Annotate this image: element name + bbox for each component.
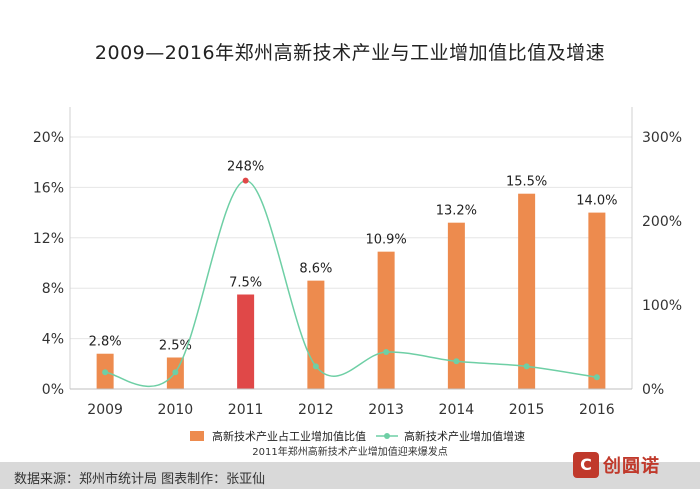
bar <box>307 280 325 389</box>
line-point <box>102 369 109 376</box>
x-tick-label: 2014 <box>439 402 475 418</box>
line-series: 248% <box>102 160 600 388</box>
y-right-tick-label: 0% <box>642 382 664 398</box>
gridlines <box>70 136 632 340</box>
bar-value-label: 7.5% <box>229 276 262 291</box>
bar <box>518 193 536 389</box>
footer-bar: 数据来源：郑州市统计局 图表制作：张亚仙 C 创圆诺 <box>0 452 700 489</box>
y-left-tick-label: 12% <box>33 231 64 247</box>
y-right-tick-label: 200% <box>642 214 682 230</box>
bar-value-label: 8.6% <box>299 262 332 277</box>
bar <box>237 294 255 389</box>
chart-canvas: 2.8% 2.5% 7.5% 8.6% 10.9% 13.2% 15.5% 14.0% 248… <box>33 107 682 458</box>
line-point-label: 248% <box>227 160 264 175</box>
line-point <box>453 358 460 365</box>
x-tick-label: 2013 <box>368 402 404 418</box>
legend-line-marker <box>384 433 390 439</box>
bar-value-label: 13.2% <box>436 204 477 219</box>
y-left-tick-label: 16% <box>33 180 64 196</box>
logo-icon: C <box>573 452 599 478</box>
y-left-tick-label: 20% <box>33 130 64 146</box>
x-tick-label: 2010 <box>158 402 194 418</box>
axes: 0% 4% 8% 12% 16% 20% 0% 100% 200% 300% 2009 2010 201… <box>33 107 682 418</box>
bar-value-label: 2.8% <box>89 335 122 350</box>
y-left-tick-label: 0% <box>42 382 64 398</box>
legend: 高新技术产业占工业增加值比值 高新技术产业增加值增速 <box>190 429 525 443</box>
bar <box>588 212 606 389</box>
bar-series: 2.8% 2.5% 7.5% 8.6% 10.9% 13.2% 15.5% 14.0% <box>89 175 618 389</box>
line-point <box>593 374 600 381</box>
legend-line-label: 高新技术产业增加值增速 <box>404 429 525 443</box>
x-tick-label: 2009 <box>87 402 123 418</box>
y-right-tick-label: 100% <box>642 298 682 314</box>
legend-bar-swatch <box>190 431 204 441</box>
bar-value-label: 2.5% <box>159 339 192 354</box>
y-left-tick-label: 8% <box>42 281 64 297</box>
line-point <box>383 349 390 356</box>
line-point <box>172 369 179 376</box>
line-point <box>523 363 530 370</box>
line-point <box>312 363 319 370</box>
x-tick-label: 2012 <box>298 402 334 418</box>
chart-note: 2011年郑州高新技术产业增加值迎来爆发点 <box>252 445 447 458</box>
y-right-tick-label: 300% <box>642 130 682 146</box>
bar <box>447 222 465 389</box>
source-text: 数据来源：郑州市统计局 图表制作：张亚仙 <box>14 472 266 487</box>
bar-value-label: 14.0% <box>576 194 617 209</box>
x-tick-label: 2016 <box>579 402 615 418</box>
bar-value-label: 10.9% <box>365 233 406 248</box>
y-left-tick-label: 4% <box>42 332 64 348</box>
bar <box>377 251 395 389</box>
x-tick-label: 2011 <box>228 402 264 418</box>
brand-logo: C 创圆诺 <box>573 448 688 484</box>
chart-title: 2009—2016年郑州高新技术产业与工业增加值比值及增速 <box>94 42 606 64</box>
line-point <box>242 177 249 184</box>
x-tick-label: 2015 <box>509 402 545 418</box>
bar-value-label: 15.5% <box>506 175 547 190</box>
legend-bar-label: 高新技术产业占工业增加值比值 <box>212 429 366 443</box>
logo-text: 创圆诺 <box>603 456 660 477</box>
